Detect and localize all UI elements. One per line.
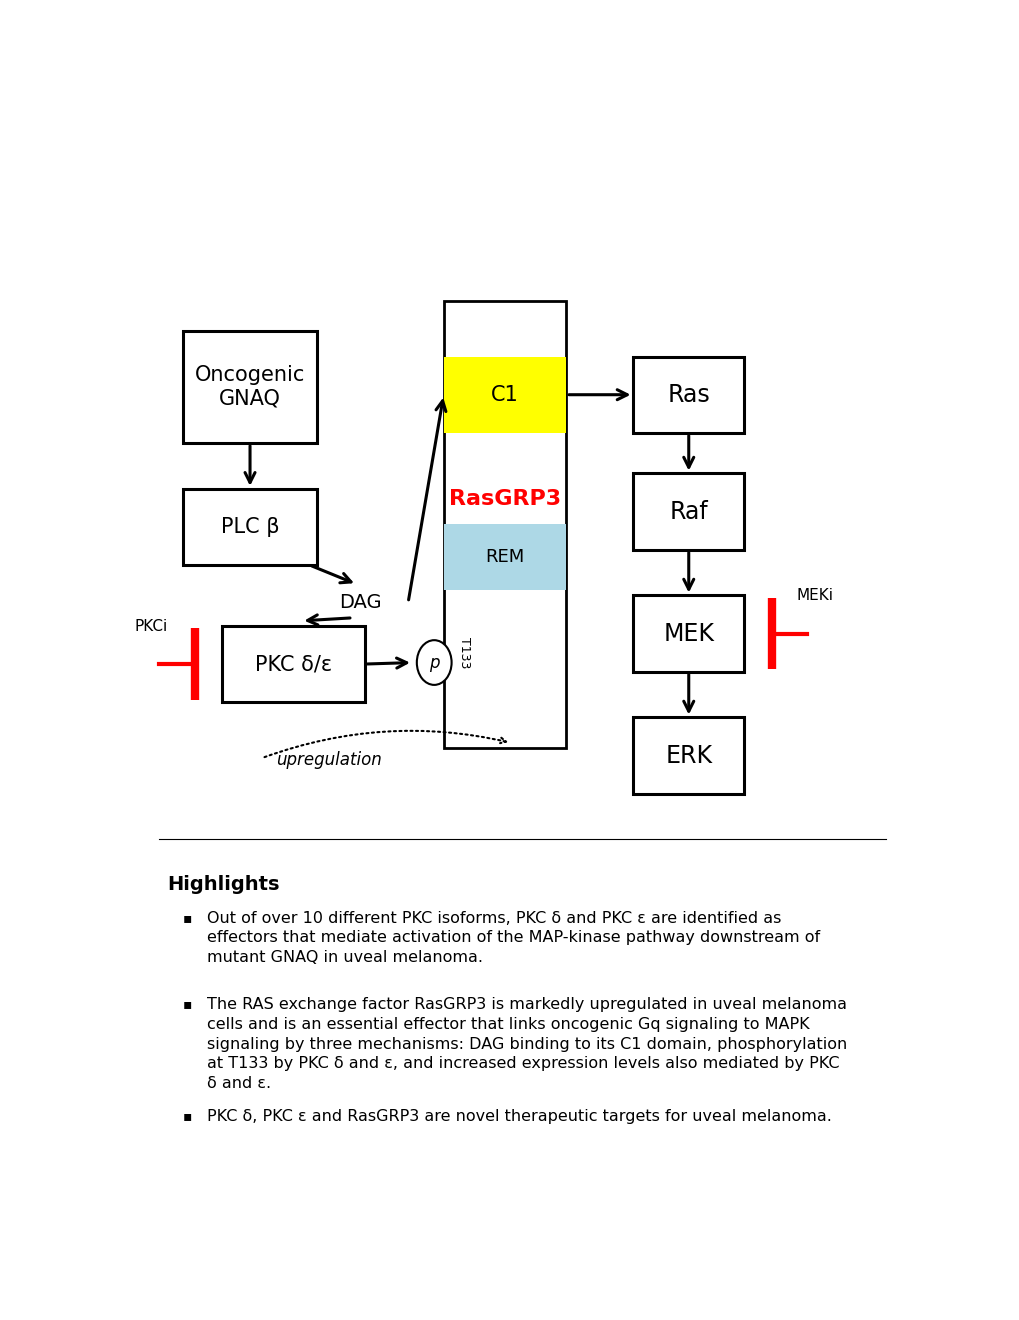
Text: Raf: Raf (668, 499, 707, 524)
Text: PKCi: PKCi (135, 619, 168, 634)
Text: Highlights: Highlights (167, 875, 279, 894)
Text: p: p (429, 653, 439, 672)
Circle shape (417, 640, 451, 685)
Text: ERK: ERK (664, 743, 711, 767)
Text: Oncogenic
GNAQ: Oncogenic GNAQ (195, 366, 305, 409)
Text: PKC δ, PKC ε and RasGRP3 are novel therapeutic targets for uveal melanoma.: PKC δ, PKC ε and RasGRP3 are novel thera… (206, 1109, 830, 1123)
FancyBboxPatch shape (633, 474, 744, 549)
Text: upregulation: upregulation (276, 751, 381, 770)
Text: ▪: ▪ (182, 911, 192, 924)
Text: MEKi: MEKi (796, 589, 833, 603)
Text: T133: T133 (458, 636, 471, 668)
Text: RasGRP3: RasGRP3 (448, 488, 560, 510)
Text: The RAS exchange factor RasGRP3 is markedly upregulated in uveal melanoma
cells : The RAS exchange factor RasGRP3 is marke… (206, 997, 846, 1092)
Text: PLC β: PLC β (220, 517, 279, 537)
Text: ▪: ▪ (182, 1109, 192, 1123)
FancyBboxPatch shape (222, 626, 365, 702)
FancyBboxPatch shape (443, 524, 566, 590)
Text: ▪: ▪ (182, 997, 192, 1011)
FancyBboxPatch shape (633, 718, 744, 793)
FancyBboxPatch shape (443, 356, 566, 433)
Text: PKC δ/ε: PKC δ/ε (255, 653, 332, 675)
Text: DAG: DAG (339, 593, 382, 612)
FancyBboxPatch shape (633, 356, 744, 433)
FancyBboxPatch shape (443, 301, 566, 748)
Text: MEK: MEK (662, 622, 713, 645)
FancyBboxPatch shape (633, 595, 744, 672)
FancyBboxPatch shape (182, 331, 317, 444)
FancyBboxPatch shape (182, 488, 317, 565)
Text: REM: REM (485, 548, 524, 566)
Text: Out of over 10 different PKC isoforms, PKC δ and PKC ε are identified as
effecto: Out of over 10 different PKC isoforms, P… (206, 911, 819, 965)
Text: C1: C1 (490, 384, 519, 405)
Text: Ras: Ras (666, 383, 709, 407)
